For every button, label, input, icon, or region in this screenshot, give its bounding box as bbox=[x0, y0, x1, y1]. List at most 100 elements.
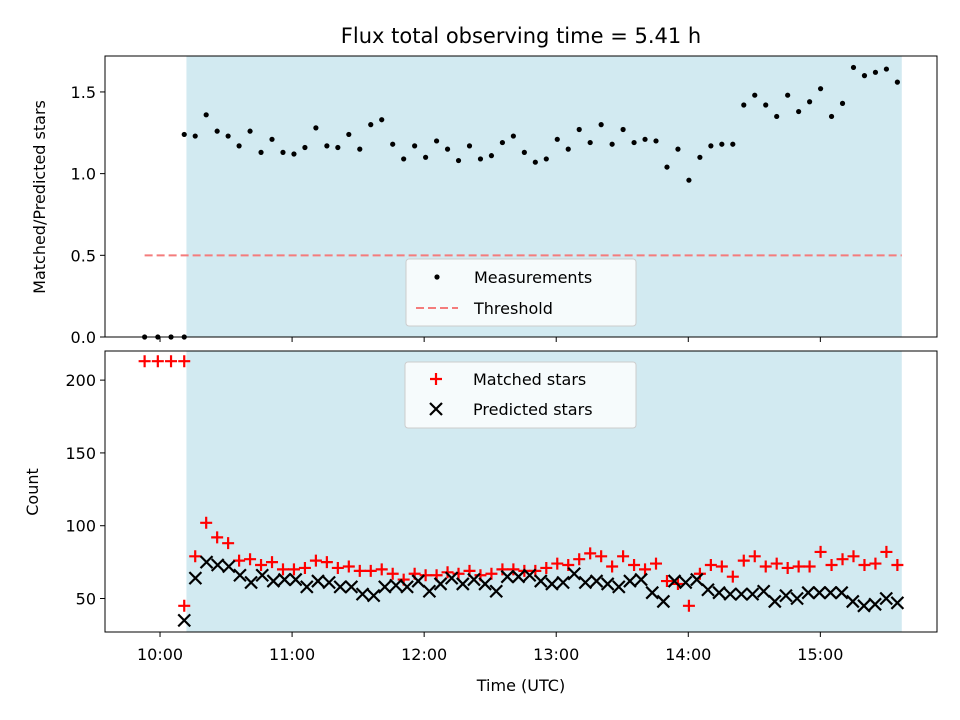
x-axis-ticks-bottom: 10:00 11:00 12:00 13:00 14:00 15:00 bbox=[137, 632, 843, 664]
measurement-point bbox=[543, 156, 549, 162]
legend-box-bottom bbox=[404, 361, 637, 429]
predicted-star-point bbox=[623, 574, 637, 588]
measurement-point bbox=[236, 143, 242, 149]
predicted-star-point bbox=[600, 577, 615, 591]
measurement-point bbox=[181, 131, 187, 138]
predicted-star-point bbox=[500, 569, 515, 584]
matched-star-point bbox=[233, 554, 246, 567]
predicted-star-point bbox=[612, 580, 626, 594]
predicted-star-point bbox=[411, 574, 426, 588]
predicted-star-point bbox=[400, 580, 414, 594]
matched-star-point bbox=[364, 564, 377, 577]
matched-star-point bbox=[682, 599, 695, 612]
measurement-point bbox=[664, 164, 670, 170]
measurement-point bbox=[839, 100, 846, 106]
measurement-point bbox=[850, 64, 857, 71]
measurement-point bbox=[346, 131, 352, 138]
matched-star-point bbox=[266, 556, 279, 569]
measurement-point bbox=[576, 126, 582, 133]
predicted-star-point bbox=[244, 575, 258, 590]
predicted-star-point bbox=[511, 569, 526, 584]
predicted-star-point bbox=[801, 585, 816, 600]
measurement-point bbox=[763, 102, 769, 108]
predicted-star-point bbox=[210, 558, 225, 572]
matched-star-point bbox=[737, 554, 750, 567]
measurement-point bbox=[872, 69, 879, 75]
matched-star-point bbox=[485, 567, 498, 580]
measurement-point bbox=[379, 117, 385, 123]
y-tick-label: 50 bbox=[76, 590, 96, 609]
matched-star-point bbox=[617, 550, 630, 563]
y-tick-label: 100 bbox=[65, 517, 96, 536]
x-tick-label: 11:00 bbox=[269, 645, 315, 664]
measurement-point bbox=[247, 128, 253, 134]
matched-star-point bbox=[847, 550, 860, 563]
panel-counts: 50 100 150 200 10:00 11:00 12:00 13:00 14:00 15:… bbox=[23, 350, 938, 695]
measurement-point bbox=[774, 113, 780, 120]
legend-bottom: Matched stars Predicted stars bbox=[404, 361, 637, 429]
measurement-point bbox=[565, 146, 571, 152]
matched-star-point bbox=[573, 553, 586, 566]
y-tick-label: 0.0 bbox=[71, 328, 96, 347]
predicted-star-point bbox=[701, 582, 715, 597]
predicted-star-point bbox=[277, 572, 292, 587]
predicted-star-point bbox=[545, 577, 559, 591]
y-tick-label: 1.5 bbox=[71, 83, 96, 102]
y-tick-label: 0.5 bbox=[71, 246, 96, 265]
measurement-point bbox=[455, 157, 462, 164]
legend-box-top bbox=[405, 258, 637, 327]
predicted-star-point bbox=[768, 594, 782, 609]
matched-star-point bbox=[858, 559, 871, 572]
matched-star-point bbox=[869, 557, 882, 570]
predicted-star-point bbox=[199, 555, 214, 569]
predicted-star-point bbox=[634, 572, 648, 587]
predicted-star-point bbox=[300, 580, 314, 594]
matched-star-point bbox=[419, 569, 432, 582]
matched-star-point bbox=[255, 559, 268, 572]
matched-star-point bbox=[151, 355, 164, 368]
matched-star-point bbox=[375, 563, 388, 576]
predicted-star-point bbox=[868, 597, 882, 612]
matched-star-point bbox=[244, 553, 257, 566]
measurement-point bbox=[697, 154, 703, 160]
predicted-star-point bbox=[433, 577, 448, 591]
matched-star-point bbox=[287, 563, 300, 576]
matched-star-point bbox=[551, 557, 564, 570]
legend-marker-predicted bbox=[429, 402, 443, 416]
x-axis-ticks-top bbox=[159, 337, 821, 342]
predicted-star-point bbox=[522, 568, 537, 582]
legend-label-threshold: Threshold bbox=[473, 299, 553, 318]
matched-star-point bbox=[595, 550, 608, 563]
matched-star-point bbox=[770, 557, 783, 570]
predicted-star-point bbox=[366, 588, 381, 603]
predicted-star-point bbox=[589, 574, 604, 588]
matched-star-point bbox=[814, 545, 827, 558]
measurement-point bbox=[894, 79, 900, 85]
matched-star-point bbox=[836, 553, 849, 566]
measurement-point bbox=[620, 126, 626, 133]
measurement-point bbox=[631, 139, 637, 146]
matched-star-point bbox=[540, 561, 553, 574]
predicted-star-point bbox=[177, 613, 192, 628]
measurement-point bbox=[598, 122, 604, 128]
y-axis-label-top: Matched/Predicted stars bbox=[30, 100, 49, 294]
measurement-point bbox=[741, 102, 747, 108]
y-tick-label: 1.0 bbox=[71, 165, 96, 184]
matched-star-point bbox=[792, 560, 805, 573]
x-tick-label: 15:00 bbox=[797, 645, 843, 664]
measurement-point bbox=[269, 136, 275, 142]
predicted-star-point bbox=[489, 584, 504, 599]
matched-star-point bbox=[781, 561, 794, 574]
predicted-star-point bbox=[378, 580, 392, 594]
predicted-star-point bbox=[567, 566, 582, 581]
matched-star-point bbox=[628, 559, 641, 572]
measurement-point bbox=[302, 144, 308, 151]
matched-star-point bbox=[298, 561, 311, 574]
predicted-star-point bbox=[255, 568, 270, 582]
measurement-point bbox=[203, 112, 209, 118]
predicted-star-point bbox=[656, 594, 671, 609]
matched-star-point bbox=[650, 557, 663, 570]
predicted-star-point bbox=[846, 594, 860, 609]
measurement-point bbox=[807, 99, 813, 105]
measurement-point bbox=[686, 177, 692, 183]
